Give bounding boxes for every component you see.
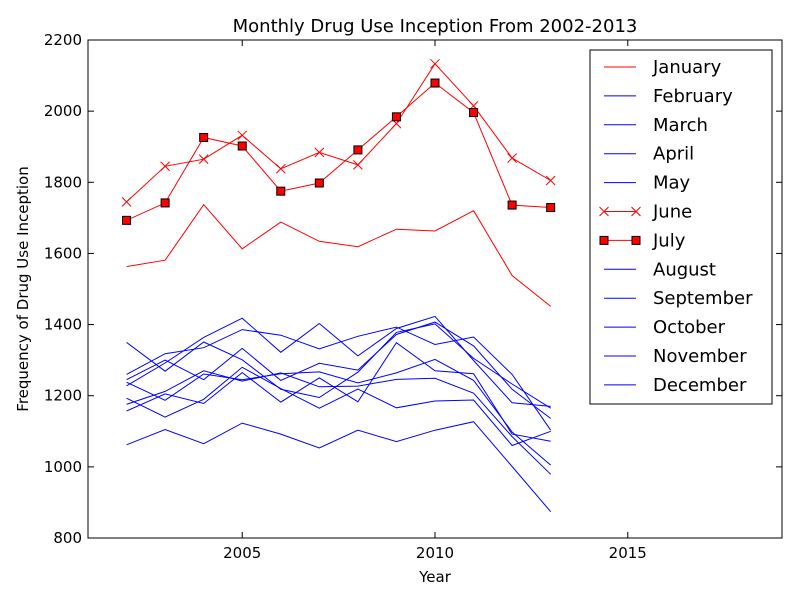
x-tick-label: 2015	[609, 544, 647, 562]
series-february	[126, 421, 552, 513]
y-tick-label: 1200	[44, 387, 82, 405]
series-june	[121, 58, 556, 207]
series-march	[126, 341, 551, 442]
data-point-july	[276, 186, 286, 196]
legend-item-february: February	[604, 86, 733, 107]
legend-label: April	[653, 144, 694, 165]
data-point-july	[237, 141, 247, 151]
data-point-june	[237, 130, 248, 141]
series-line-october	[126, 366, 551, 447]
y-tick-label: 1400	[44, 316, 82, 334]
y-tick-label: 1600	[44, 244, 82, 262]
series-line-july	[126, 82, 551, 221]
y-tick-label: 2000	[44, 102, 82, 120]
ticks-layer: 2005 2010 2015 800 1000 1200 1400 1600 1800 2000 2…	[44, 31, 782, 562]
legend-item-april: April	[604, 144, 694, 165]
legend-label: June	[652, 202, 692, 223]
data-point-july	[391, 112, 401, 122]
legend-item-october: October	[604, 317, 726, 338]
series-line-december	[126, 370, 552, 475]
series-line-april	[126, 358, 552, 466]
y-axis-label: Frequency of Drug Use Inception	[14, 166, 32, 411]
series-line-march	[126, 341, 551, 442]
series-may	[126, 323, 551, 409]
series-line-june	[126, 62, 551, 203]
data-point-july	[430, 78, 440, 88]
data-point-june	[160, 161, 170, 172]
y-tick-label: 800	[53, 529, 82, 547]
legend-marker	[599, 235, 609, 245]
x-tick-label: 2005	[223, 544, 261, 562]
y-tick-label: 1000	[44, 458, 82, 476]
data-point-july	[507, 200, 517, 210]
series-layer	[121, 58, 556, 513]
data-point-july	[546, 203, 556, 213]
legend-marker	[631, 235, 641, 245]
data-point-june	[545, 175, 556, 186]
series-september	[126, 315, 551, 407]
series-line-may	[126, 323, 551, 409]
series-line-november	[126, 321, 552, 419]
legend-label: January	[652, 57, 722, 78]
series-line-september	[126, 315, 551, 407]
legend-marker	[631, 206, 641, 217]
legend-item-september: September	[604, 288, 753, 309]
data-point-july	[160, 198, 170, 208]
legend-item-january: January	[604, 57, 722, 78]
legend-item-november: November	[604, 346, 747, 367]
legend-label: October	[653, 317, 726, 338]
series-july	[122, 78, 556, 225]
data-point-july	[353, 145, 363, 155]
data-point-june	[430, 58, 440, 69]
data-point-july	[199, 132, 209, 142]
legend-item-july: July	[599, 230, 686, 251]
legend-label: February	[653, 86, 733, 107]
series-october	[126, 366, 551, 447]
legend-label: March	[653, 115, 708, 136]
y-tick-label: 1800	[44, 173, 82, 191]
series-january	[126, 203, 552, 307]
legend-label: November	[653, 346, 747, 367]
y-tick-label: 2200	[44, 31, 82, 49]
series-november	[126, 321, 552, 419]
series-line-january	[126, 203, 552, 307]
legend-item-june: June	[599, 202, 692, 223]
x-tick-label: 2010	[416, 544, 454, 562]
data-point-june	[198, 154, 209, 165]
data-point-june	[507, 153, 517, 163]
data-point-june	[314, 147, 325, 158]
legend-item-august: August	[604, 259, 716, 280]
legend-label: September	[653, 288, 753, 309]
series-august	[126, 326, 552, 431]
data-point-june	[275, 163, 286, 174]
legend-label: December	[653, 375, 747, 396]
legend-label: August	[653, 259, 716, 280]
series-december	[126, 370, 552, 475]
data-point-july	[314, 178, 324, 188]
legend-item-march: March	[604, 115, 708, 136]
chart-title: Monthly Drug Use Inception From 2002-201…	[233, 16, 638, 37]
data-point-june	[353, 160, 363, 170]
data-point-july	[469, 108, 479, 118]
legend-label: July	[652, 230, 686, 251]
legend-marker	[599, 206, 609, 217]
data-point-june	[121, 196, 132, 207]
series-line-february	[126, 421, 552, 513]
legend-box	[589, 49, 773, 405]
data-point-july	[122, 215, 132, 225]
legend-item-december: December	[604, 375, 747, 396]
series-april	[126, 358, 552, 466]
legend-label: May	[653, 173, 691, 194]
legend-item-may: May	[604, 173, 691, 194]
series-line-august	[126, 326, 552, 431]
x-axis-label: Year	[418, 568, 452, 586]
legend: January February March April May June July Augu…	[589, 49, 773, 405]
